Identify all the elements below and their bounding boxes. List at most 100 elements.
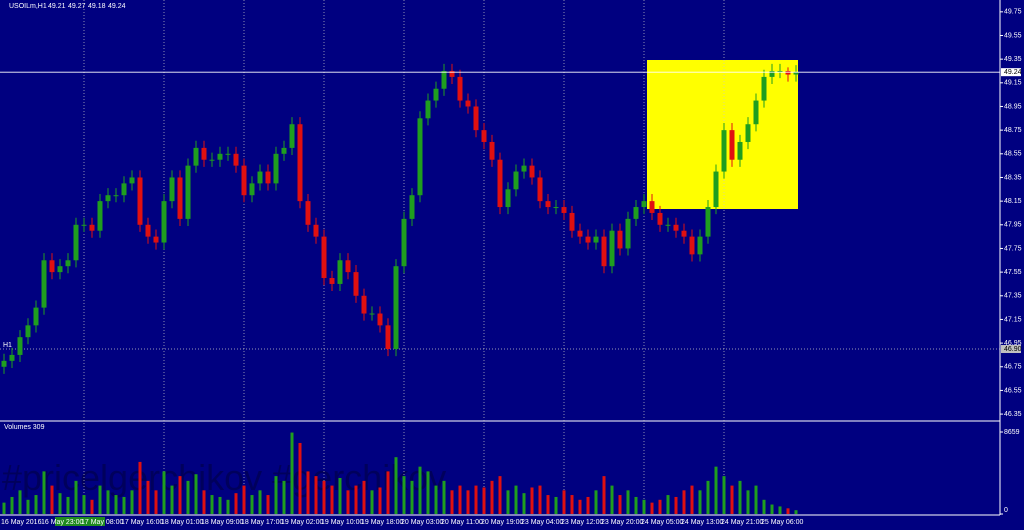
candle-body: [393, 266, 399, 350]
candle-body: [9, 354, 15, 361]
y-tick-label: 47.95: [1004, 222, 1022, 229]
candle-body: [705, 207, 711, 237]
volume-bar: [578, 499, 582, 514]
last-price-label: 49.24: [1004, 69, 1022, 76]
candle-body: [553, 207, 559, 209]
volume-tick-label: 0: [1004, 507, 1008, 514]
y-tick-label: 46.35: [1004, 411, 1022, 418]
header-value: 49.21: [48, 3, 66, 10]
volume-bar: [338, 478, 342, 514]
candle-body: [41, 260, 47, 308]
x-tick-label: 25 May 06:00: [761, 519, 804, 526]
volume-bar: [722, 476, 726, 514]
candle-body: [201, 147, 207, 160]
candle-body: [33, 307, 39, 326]
x-tick-label: 24 May 13:00: [681, 519, 724, 526]
candle-body: [585, 236, 591, 243]
volume-bar: [34, 495, 38, 514]
volume-bar: [138, 461, 142, 514]
volume-bar: [490, 480, 494, 514]
volume-bar: [330, 485, 334, 514]
candle-body: [217, 153, 223, 160]
volume-bar: [50, 485, 54, 514]
volume-bar: [474, 485, 478, 514]
volume-bar: [442, 480, 446, 514]
volume-bar: [194, 474, 198, 514]
crosshair-time-box: [55, 517, 105, 526]
candle-body: [721, 130, 727, 172]
volume-bar: [522, 493, 526, 514]
volume-bar: [370, 490, 374, 514]
volume-bar: [786, 508, 790, 514]
volume-bar: [386, 471, 390, 514]
horizontal-line-label-box: [1001, 345, 1021, 354]
candle-body: [121, 183, 127, 196]
volume-tick-label: 8659: [1004, 429, 1020, 436]
candle-body: [513, 171, 519, 190]
candle-body: [729, 130, 735, 160]
volume-bar: [778, 506, 782, 514]
volume-bar: [114, 495, 118, 514]
volume-bar: [122, 496, 126, 514]
candle-body: [225, 153, 231, 155]
volume-bar: [106, 490, 110, 514]
y-tick-label: 46.75: [1004, 364, 1022, 371]
volume-bar: [698, 490, 702, 514]
header-value: 49.24: [108, 3, 126, 10]
candle-body: [169, 177, 175, 202]
y-tick-label: 48.15: [1004, 198, 1022, 205]
volume-bar: [402, 476, 406, 514]
volume-bar: [274, 476, 278, 514]
volume-bar: [690, 485, 694, 514]
volume-bar: [770, 504, 774, 514]
volume-bar: [314, 476, 318, 514]
volume-bar: [58, 493, 62, 514]
volume-bar: [658, 499, 662, 514]
candle-body: [793, 72, 799, 75]
volume-bar: [74, 480, 78, 514]
x-tick-label: 20 May 11:00: [441, 519, 483, 526]
horizontal-line-label: 46.90: [1004, 346, 1022, 353]
candle-body: [145, 224, 151, 237]
volume-bar: [562, 490, 566, 514]
x-tick-label: 24 May 05:00: [641, 519, 684, 526]
candle-body: [289, 124, 295, 148]
candle-body: [57, 266, 63, 273]
candle-body: [697, 236, 703, 255]
chart-symbol: USOILm,H1: [9, 3, 47, 10]
x-tick-label: 24 May 21:00: [721, 519, 764, 526]
volume-bar: [218, 496, 222, 514]
volume-bar: [418, 466, 422, 514]
volume-bar: [298, 442, 302, 514]
candle-body: [97, 201, 103, 231]
candle-body: [777, 70, 783, 72]
candle-body: [153, 236, 159, 243]
x-tick-label: 17 May 08:00: [81, 519, 124, 526]
volume-bar: [434, 485, 438, 514]
candle-body: [537, 177, 543, 202]
candle-body: [233, 153, 239, 166]
candle-body: [425, 100, 431, 119]
candle-body: [441, 70, 447, 89]
candle-body: [113, 195, 119, 197]
volume-bar: [754, 485, 758, 514]
volume-bar: [746, 490, 750, 514]
x-tick-label: 23 May 20:00: [601, 519, 644, 526]
y-tick-label: 47.55: [1004, 269, 1022, 276]
volume-bar: [250, 495, 254, 514]
x-tick-label: 16 May 2016: [1, 519, 42, 526]
candle-body: [737, 141, 743, 160]
candle-body: [185, 165, 191, 219]
volume-bar: [282, 480, 286, 514]
candle-body: [49, 260, 55, 273]
y-tick-label: 47.35: [1004, 293, 1022, 300]
volume-bar: [178, 476, 182, 514]
volume-bar: [498, 476, 502, 514]
candle-body: [761, 76, 767, 101]
last-price-box: [1001, 68, 1021, 77]
volume-bar: [538, 485, 542, 514]
volume-bar: [394, 457, 398, 514]
y-tick-label: 47.15: [1004, 316, 1022, 323]
